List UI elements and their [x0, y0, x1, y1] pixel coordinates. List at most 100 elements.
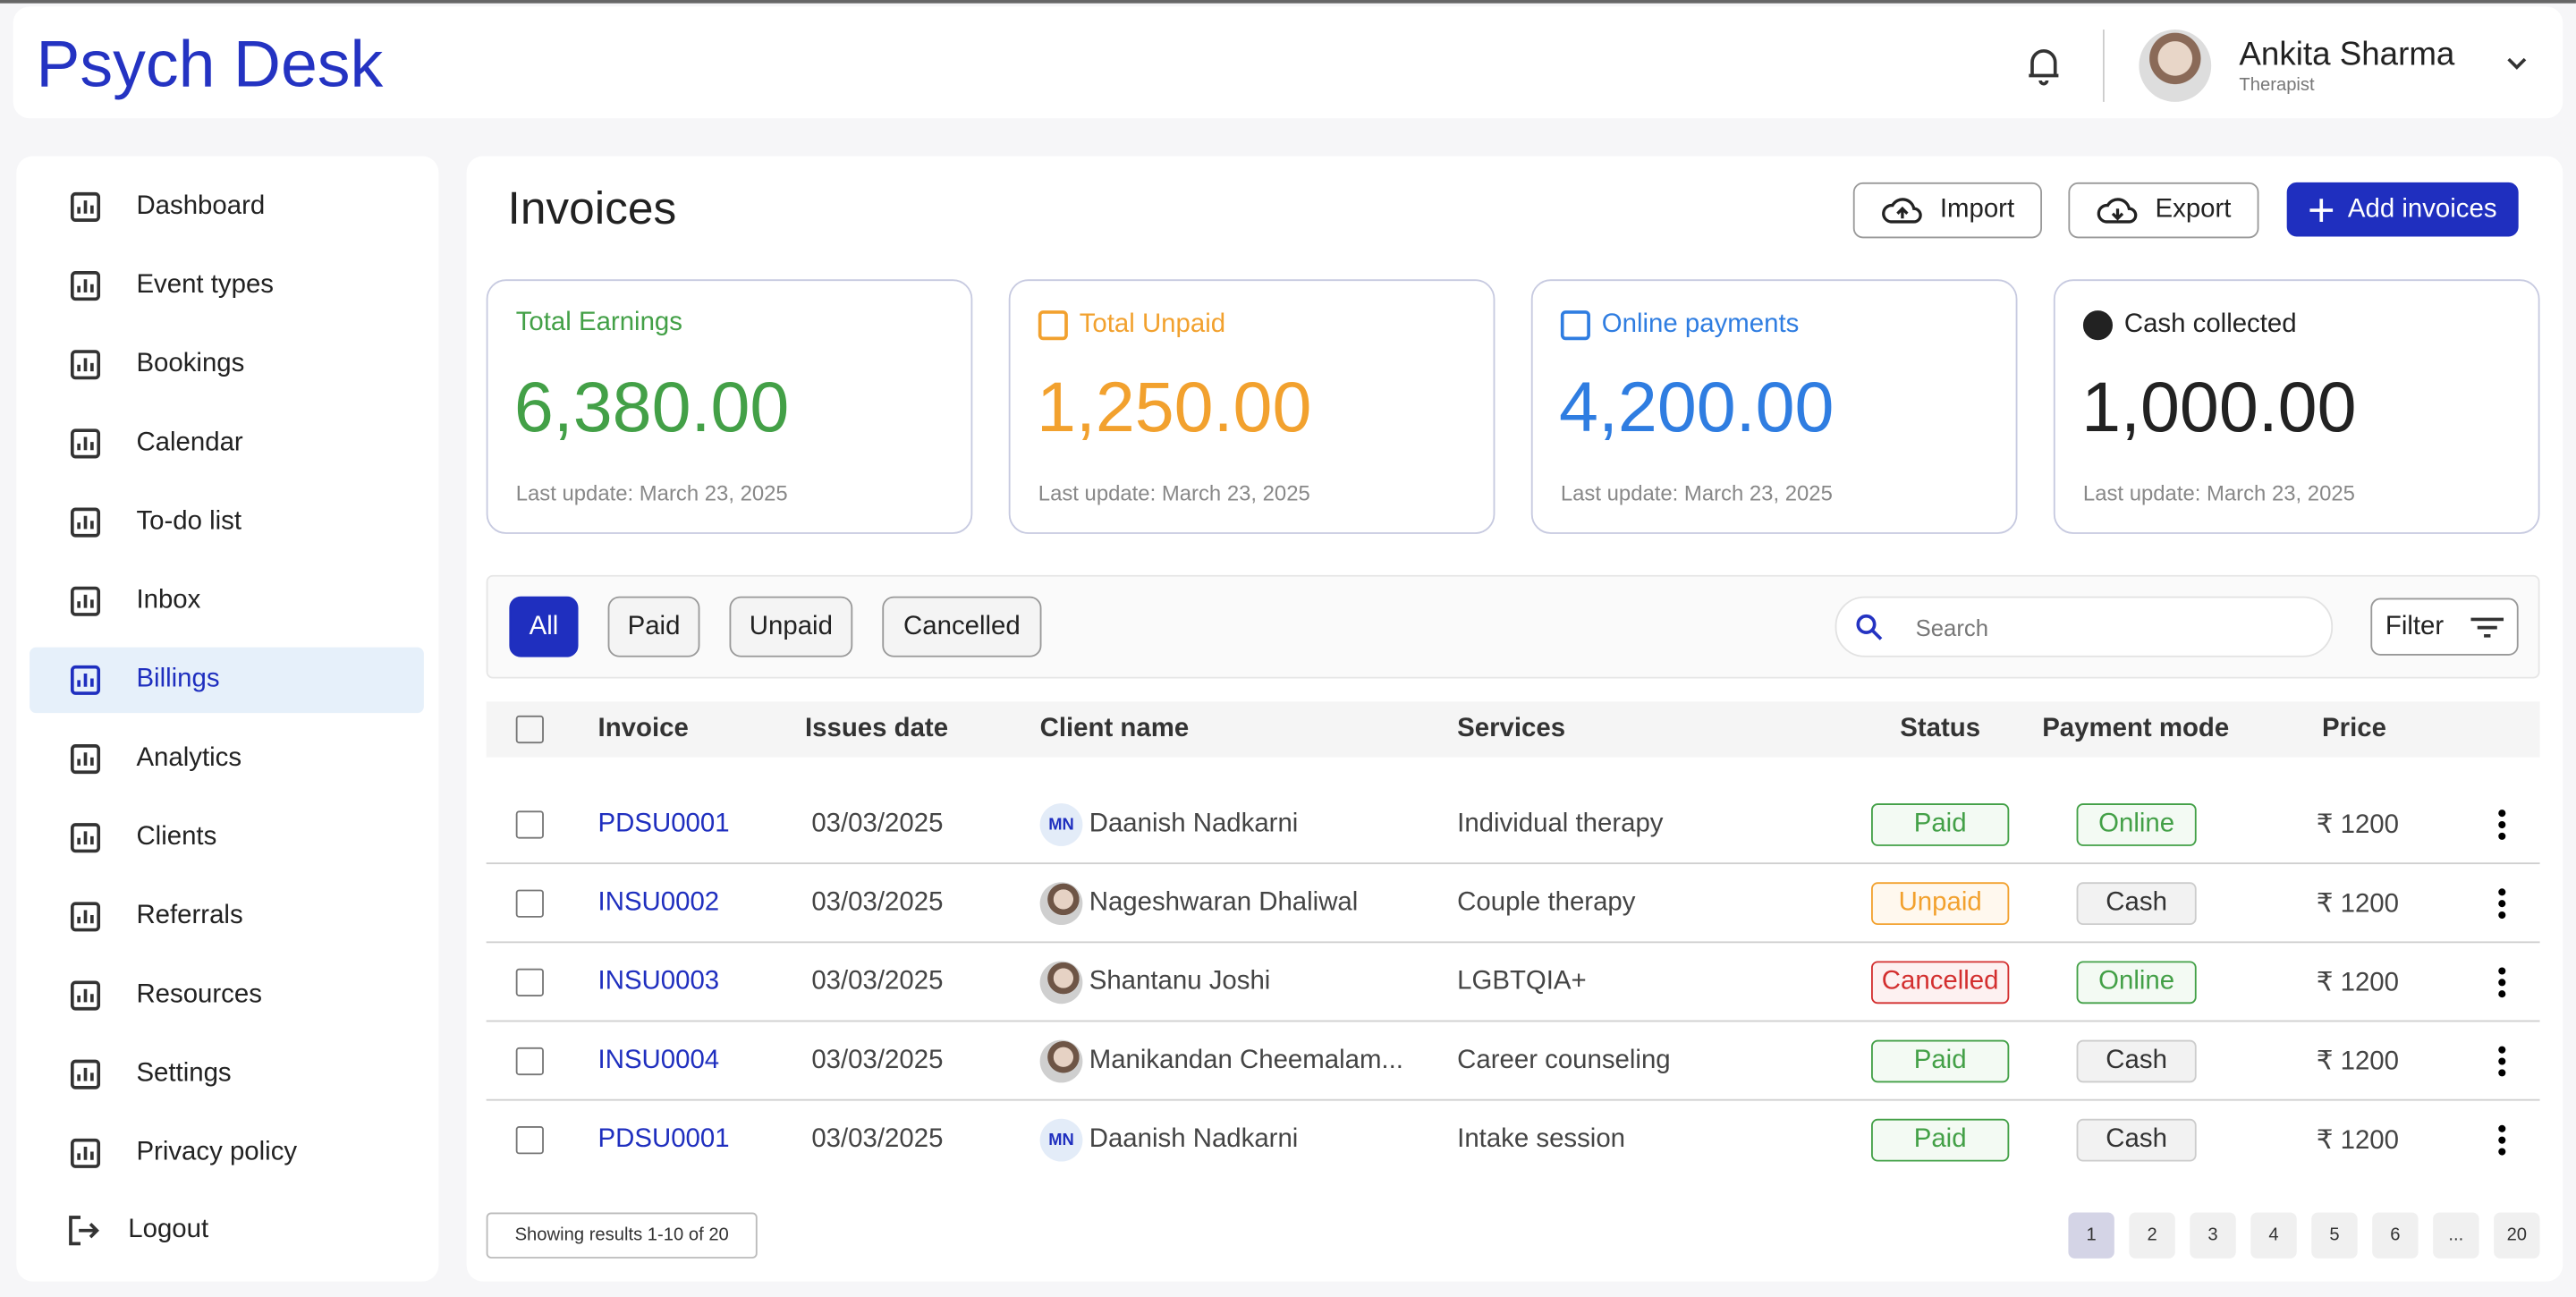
page-button[interactable]: 2: [2129, 1212, 2175, 1259]
filter-button[interactable]: Filter: [2370, 598, 2519, 656]
row-checkbox[interactable]: [515, 810, 544, 839]
import-label[interactable]: Import: [1939, 195, 2015, 224]
nav-item[interactable]: Privacy policy: [136, 1138, 298, 1167]
table-header: [486, 701, 2540, 758]
nav-icon[interactable]: [69, 1058, 102, 1091]
invoice-id[interactable]: PDSU0001: [597, 810, 730, 838]
nav-icon[interactable]: [69, 901, 102, 934]
nav-item[interactable]: Bookings: [136, 350, 245, 378]
payment-mode-badge: Online: [2076, 961, 2197, 1005]
row-menu[interactable]: [2494, 1123, 2510, 1157]
nav-item[interactable]: Billings: [136, 665, 220, 694]
nav-icon[interactable]: [69, 742, 102, 776]
nav-icon[interactable]: [69, 506, 102, 539]
page-button[interactable]: 4: [2250, 1212, 2297, 1259]
nav-icon[interactable]: [69, 664, 102, 697]
page-button[interactable]: 20: [2494, 1212, 2540, 1259]
card-label: Cash collected: [2123, 310, 2297, 339]
row-menu[interactable]: [2494, 966, 2510, 999]
nav-active-bg: [30, 647, 424, 714]
invoice-id[interactable]: INSU0003: [597, 967, 720, 996]
logout-icon[interactable]: [67, 1214, 100, 1247]
filter-tab[interactable]: Cancelled: [882, 596, 1042, 657]
filter-label[interactable]: Filter: [2385, 612, 2445, 640]
service: Couple therapy: [1457, 888, 1636, 917]
nav-icon[interactable]: [69, 1137, 102, 1170]
price: ₹ 1200: [2316, 890, 2399, 919]
status-badge: Unpaid: [1871, 882, 2010, 926]
filter-tab[interactable]: All: [509, 596, 579, 657]
page-button[interactable]: 6: [2372, 1212, 2419, 1259]
export-button[interactable]: Export: [2068, 182, 2259, 239]
column-header: Services: [1457, 714, 1566, 743]
page-button[interactable]: 1: [2068, 1212, 2114, 1259]
client-initials: MN: [1039, 803, 1083, 846]
service: Individual therapy: [1457, 810, 1664, 838]
client-name: Daanish Nadkarni: [1089, 810, 1299, 838]
nav-item[interactable]: Resources: [136, 980, 262, 1009]
client-photo: [1039, 882, 1083, 926]
invoice-id[interactable]: INSU0004: [597, 1046, 720, 1075]
nav-item[interactable]: Clients: [136, 823, 217, 852]
page-button[interactable]: 5: [2311, 1212, 2358, 1259]
plus-icon: [2309, 198, 2334, 222]
row-menu[interactable]: [2494, 1045, 2510, 1078]
search-box[interactable]: [1835, 596, 2334, 657]
row-divider: [486, 941, 2540, 944]
card-note: Last update: March 23, 2025: [1560, 480, 1833, 505]
nav-icon[interactable]: [69, 821, 102, 854]
row-menu[interactable]: [2494, 887, 2510, 920]
row-checkbox[interactable]: [515, 1126, 544, 1155]
chevron[interactable]: [2505, 55, 2529, 72]
page-button[interactable]: ...: [2433, 1212, 2479, 1259]
nav-icon[interactable]: [69, 269, 102, 302]
stat-card: [486, 279, 973, 534]
page-button[interactable]: 3: [2190, 1212, 2236, 1259]
issue-date: 03/03/2025: [811, 888, 944, 917]
nav-icon[interactable]: [69, 348, 102, 381]
row-checkbox[interactable]: [515, 968, 544, 996]
row-checkbox[interactable]: [515, 889, 544, 918]
invoice-id[interactable]: PDSU0001: [597, 1125, 730, 1154]
card-icon: [1560, 310, 1590, 341]
filter-icon: [2470, 616, 2504, 637]
filter-tab[interactable]: Unpaid: [729, 596, 853, 657]
user-avatar[interactable]: [2139, 30, 2212, 102]
card-value: 6,380.00: [513, 369, 790, 448]
add-button[interactable]: Add invoices: [2286, 182, 2519, 237]
row-checkbox[interactable]: [515, 1047, 544, 1076]
bell-icon[interactable]: [2026, 46, 2062, 86]
invoice-id[interactable]: INSU0002: [597, 888, 720, 917]
nav-icon[interactable]: [69, 585, 102, 618]
nav-icon[interactable]: [69, 979, 102, 1013]
card-label: Total Earnings: [515, 309, 682, 337]
service: Career counseling: [1457, 1046, 1671, 1075]
nav-item[interactable]: To-do list: [136, 507, 242, 536]
nav-item[interactable]: Settings: [136, 1059, 232, 1088]
cloud-icon: [1881, 198, 1922, 224]
search-icon: [1856, 614, 1883, 640]
nav-icon[interactable]: [69, 191, 102, 224]
filter-tab[interactable]: Paid: [607, 596, 700, 657]
add-label[interactable]: Add invoices: [2347, 194, 2497, 223]
nav-item[interactable]: Referrals: [136, 902, 243, 930]
nav-item[interactable]: Inbox: [136, 586, 201, 615]
price: ₹ 1200: [2316, 1047, 2399, 1077]
export-label[interactable]: Export: [2155, 195, 2232, 224]
nav-item[interactable]: Analytics: [136, 744, 242, 773]
column-header: Issues date: [804, 714, 949, 743]
nav-item[interactable]: Event types: [136, 271, 275, 300]
column-header: Client name: [1039, 714, 1190, 743]
brand[interactable]: Psych Desk: [36, 29, 384, 101]
import-button[interactable]: Import: [1852, 182, 2043, 239]
nav-item[interactable]: Dashboard: [136, 191, 266, 221]
row-menu[interactable]: [2494, 809, 2510, 842]
sidebar: [16, 156, 439, 1282]
nav-icon[interactable]: [69, 428, 102, 461]
user-name[interactable]: Ankita Sharma: [2239, 37, 2455, 73]
search-placeholder[interactable]: Search: [1915, 614, 1989, 641]
select-all-checkbox[interactable]: [515, 715, 544, 744]
card-label: Online payments: [1601, 310, 1800, 339]
logout[interactable]: Logout: [128, 1216, 209, 1244]
nav-item[interactable]: Calendar: [136, 428, 243, 457]
